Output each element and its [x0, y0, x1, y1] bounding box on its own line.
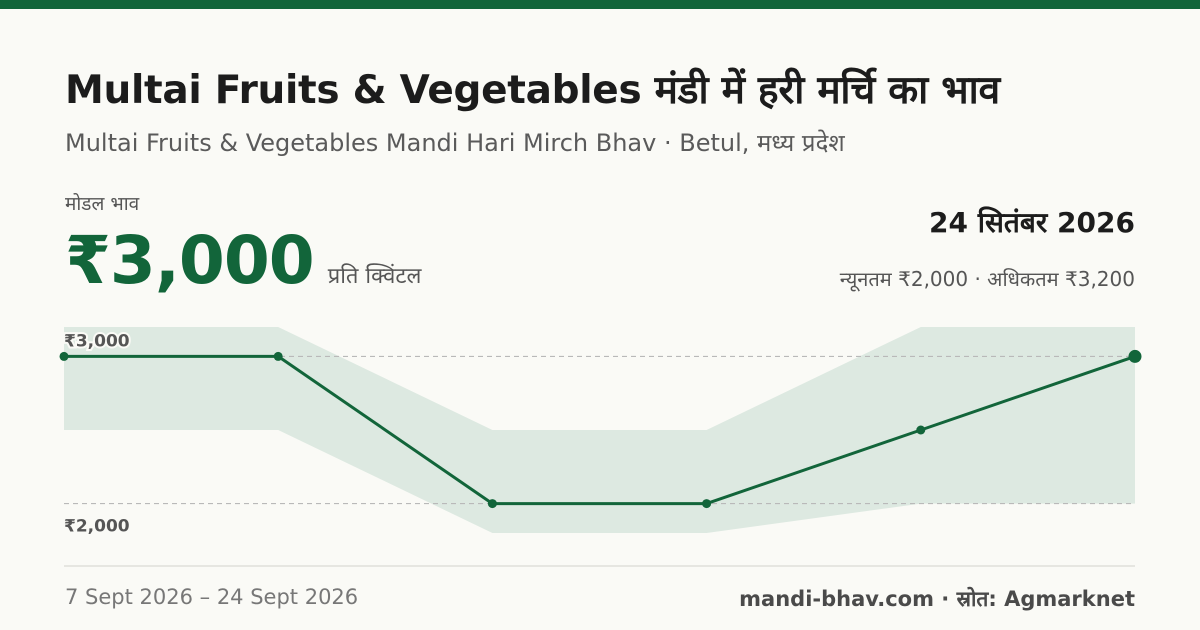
min-max-price: न्यूनतम ₹2,000 · अधिकतम ₹3,200 — [839, 267, 1135, 291]
data-point — [1128, 349, 1142, 363]
min-max-band-layer — [64, 327, 1135, 533]
brand-top-bar — [0, 0, 1200, 9]
model-price: ₹3,000 — [65, 222, 315, 299]
data-point-layer — [59, 349, 1142, 509]
data-point — [916, 425, 926, 435]
min-max-band — [64, 327, 1135, 533]
series-line-layer — [64, 354, 1136, 506]
data-point — [59, 351, 69, 361]
price-row: ₹3,000 प्रति क्विंटल — [65, 222, 421, 299]
metric-label: मोडल भाव — [65, 193, 140, 215]
y-tick-label: ₹2,000 — [64, 517, 130, 537]
data-point — [273, 351, 283, 361]
price-unit: प्रति क्विंटल — [327, 264, 422, 289]
series-line — [64, 354, 1136, 506]
source-credit: mandi-bhav.com · स्रोत: Agmarknet — [739, 587, 1135, 611]
data-point — [702, 499, 712, 509]
page-subtitle: Multai Fruits & Vegetables Mandi Hari Mi… — [65, 129, 845, 157]
y-tick-label: ₹3,000 — [64, 331, 130, 351]
data-point — [487, 499, 497, 509]
y-tick-label-layer: ₹3,000 ₹2,000 — [62, 329, 132, 538]
page-title: Multai Fruits & Vegetables मंडी में हरी … — [65, 68, 1000, 113]
date-range: 7 Sept 2026 – 24 Sept 2026 — [65, 585, 359, 609]
price-date: 24 सितंबर 2026 — [929, 206, 1135, 239]
